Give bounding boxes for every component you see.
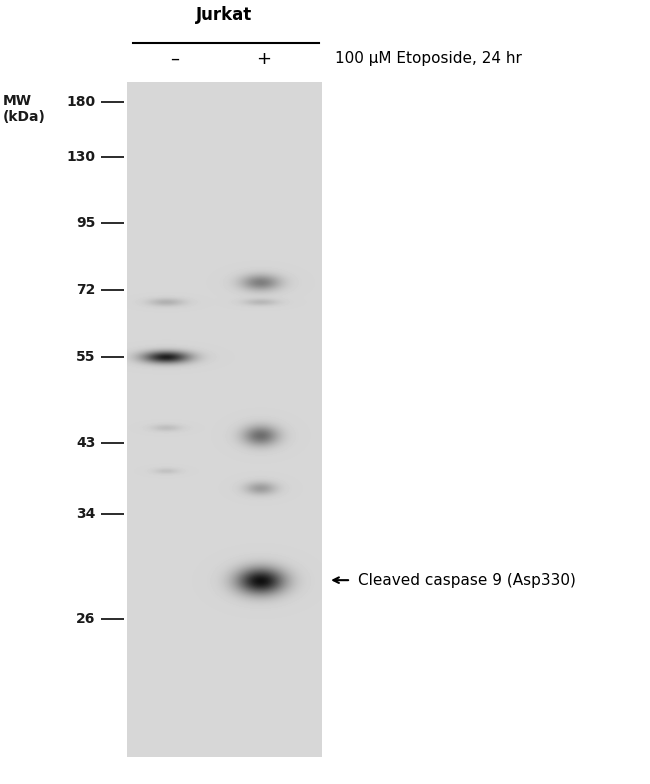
Text: +: +: [255, 50, 271, 67]
Text: 72: 72: [76, 283, 96, 297]
Text: 55: 55: [76, 350, 96, 364]
Text: Jurkat: Jurkat: [196, 5, 252, 24]
Text: 100 μM Etoposide, 24 hr: 100 μM Etoposide, 24 hr: [335, 51, 521, 67]
Text: 43: 43: [76, 436, 96, 450]
Text: 180: 180: [66, 95, 96, 109]
Text: MW
(kDa): MW (kDa): [3, 94, 46, 125]
Text: Cleaved caspase 9 (Asp330): Cleaved caspase 9 (Asp330): [358, 572, 575, 588]
Text: 26: 26: [76, 612, 96, 626]
Text: 95: 95: [76, 216, 96, 230]
Text: 34: 34: [76, 506, 96, 521]
Text: 130: 130: [66, 150, 96, 164]
Text: –: –: [170, 50, 179, 67]
